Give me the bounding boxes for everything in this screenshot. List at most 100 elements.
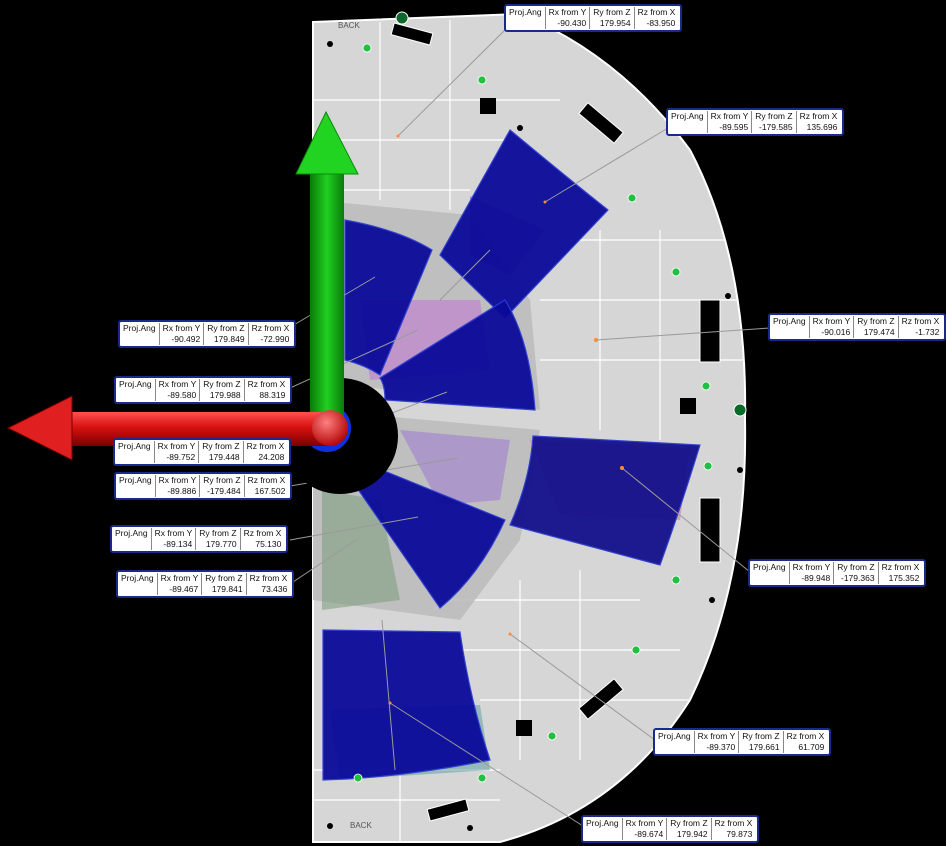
ry-header: Ry from Z	[203, 475, 241, 485]
rz-value: -83.950	[646, 18, 676, 28]
green-plus-marker-icon	[353, 43, 713, 783]
proj-ang-label: Proj.Ang	[119, 475, 152, 485]
proj-ang-label: Proj.Ang	[119, 379, 152, 389]
rz-value: 73.436	[261, 584, 288, 594]
rz-value: 135.696	[806, 122, 838, 132]
rz-value: 61.709	[798, 742, 825, 752]
rx-header: Rx from Y	[697, 731, 736, 741]
rz-header: Rz from X	[881, 562, 920, 572]
proj-ang-label: Proj.Ang	[773, 316, 806, 326]
ry-value: 179.942	[676, 829, 708, 839]
plate-label-top: BACK	[338, 21, 360, 30]
rz-value: 24.208	[258, 452, 285, 462]
crosshair-marker-icon	[395, 11, 747, 417]
annotation-callout[interactable]: Proj.Ang Rx from Y -90.430 Ry from Z 179.9…	[504, 4, 683, 32]
annotation-callout[interactable]: Proj.Ang Rx from Y -89.580 Ry from Z 179.9…	[114, 376, 293, 404]
axis-origin-ball	[312, 410, 348, 446]
rz-header: Rz from X	[246, 441, 285, 451]
ry-header: Ry from Z	[203, 379, 241, 389]
ry-header: Ry from Z	[742, 731, 780, 741]
annotation-callout[interactable]: Proj.Ang Rx from Y -90.492 Ry from Z 179.8…	[118, 320, 297, 348]
rx-header: Rx from Y	[158, 379, 197, 389]
rx-header: Rx from Y	[162, 323, 201, 333]
rx-value: -89.370	[706, 742, 736, 752]
rx-value: -89.674	[634, 829, 664, 839]
annotation-callout[interactable]: Proj.Ang Rx from Y -89.467 Ry from Z 179.8…	[116, 570, 295, 598]
rx-value: -89.886	[167, 486, 197, 496]
panel-sector-1[interactable]	[344, 219, 433, 376]
x-axis-arrow-head[interactable]	[6, 395, 73, 461]
ry-value: 179.661	[748, 742, 780, 752]
ry-header: Ry from Z	[199, 528, 237, 538]
panel-sector-5[interactable]	[354, 465, 506, 609]
ry-header: Ry from Z	[755, 111, 793, 121]
rz-header: Rz from X	[247, 475, 286, 485]
rz-value: -72.990	[260, 334, 290, 344]
rx-value: -90.492	[171, 334, 201, 344]
rx-value: -89.467	[169, 584, 199, 594]
ry-value: -179.585	[759, 122, 793, 132]
rx-value: -90.430	[557, 18, 587, 28]
rz-header: Rz from X	[251, 323, 290, 333]
panel-sector-2[interactable]	[439, 129, 609, 319]
rx-header: Rx from Y	[157, 441, 196, 451]
panel-sector-3[interactable]	[379, 299, 536, 411]
rz-header: Rz from X	[637, 7, 676, 17]
rz-value: 79.873	[726, 829, 753, 839]
proj-ang-label: Proj.Ang	[118, 441, 151, 451]
ry-header: Ry from Z	[205, 573, 243, 583]
rz-header: Rz from X	[799, 111, 838, 121]
rx-header: Rx from Y	[160, 573, 199, 583]
rz-header: Rz from X	[714, 818, 753, 828]
rz-header: Rz from X	[243, 528, 282, 538]
annotation-callout[interactable]: Proj.Ang Rx from Y -89.134 Ry from Z 179.7…	[110, 525, 289, 553]
rx-value: -89.580	[167, 390, 197, 400]
ry-header: Ry from Z	[202, 441, 240, 451]
ry-header: Ry from Z	[837, 562, 875, 572]
ry-value: 179.849	[213, 334, 245, 344]
rx-header: Rx from Y	[812, 316, 851, 326]
ry-value: 179.988	[209, 390, 241, 400]
rx-header: Rx from Y	[625, 818, 664, 828]
proj-ang-label: Proj.Ang	[115, 528, 148, 538]
proj-ang-label: Proj.Ang	[586, 818, 619, 828]
ry-value: 179.448	[208, 452, 240, 462]
z-axis-shaft	[310, 172, 344, 422]
rz-value: 75.130	[255, 539, 282, 549]
ry-value: 179.770	[205, 539, 237, 549]
rx-value: -89.948	[801, 573, 831, 583]
rz-value: 167.502	[254, 486, 286, 496]
rz-value: 88.319	[259, 390, 286, 400]
rx-value: -89.595	[719, 122, 749, 132]
ry-header: Ry from Z	[670, 818, 708, 828]
rx-header: Rx from Y	[710, 111, 749, 121]
annotation-callout[interactable]: Proj.Ang Rx from Y -90.016 Ry from Z 179.4…	[768, 313, 946, 341]
proj-ang-label: Proj.Ang	[509, 7, 542, 17]
rx-value: -89.134	[163, 539, 193, 549]
proj-ang-label: Proj.Ang	[123, 323, 156, 333]
y-axis-arrow-head[interactable]	[295, 110, 359, 175]
rz-header: Rz from X	[901, 316, 940, 326]
annotation-callout[interactable]: Proj.Ang Rx from Y -89.886 Ry from Z -179.…	[114, 472, 293, 500]
rx-value: -90.016	[821, 327, 851, 337]
axis-gizmo[interactable]	[6, 110, 398, 494]
annotation-callout[interactable]: Proj.Ang Rx from Y -89.948 Ry from Z -179.…	[748, 559, 927, 587]
plate-label-bottom: BACK	[350, 821, 372, 830]
ry-header: Ry from Z	[593, 7, 631, 17]
annotation-callout[interactable]: Proj.Ang Rx from Y -89.752 Ry from Z 179.4…	[113, 438, 292, 466]
annotation-callout[interactable]: Proj.Ang Rx from Y -89.370 Ry from Z 179.6…	[653, 728, 832, 756]
annotation-callout[interactable]: Proj.Ang Rx from Y -89.674 Ry from Z 179.9…	[581, 815, 760, 843]
panel-sector-4[interactable]	[509, 435, 701, 566]
annotation-callout[interactable]: Proj.Ang Rx from Y -89.595 Ry from Z -179.…	[666, 108, 845, 136]
rz-value: -1.732	[915, 327, 940, 337]
rz-header: Rz from X	[249, 573, 288, 583]
rz-header: Rz from X	[786, 731, 825, 741]
ry-value: 179.474	[863, 327, 895, 337]
rx-header: Rx from Y	[158, 475, 197, 485]
proj-ang-label: Proj.Ang	[671, 111, 704, 121]
ry-header: Ry from Z	[207, 323, 245, 333]
ry-value: 179.954	[599, 18, 631, 28]
rz-header: Rz from X	[247, 379, 286, 389]
rx-header: Rx from Y	[154, 528, 193, 538]
